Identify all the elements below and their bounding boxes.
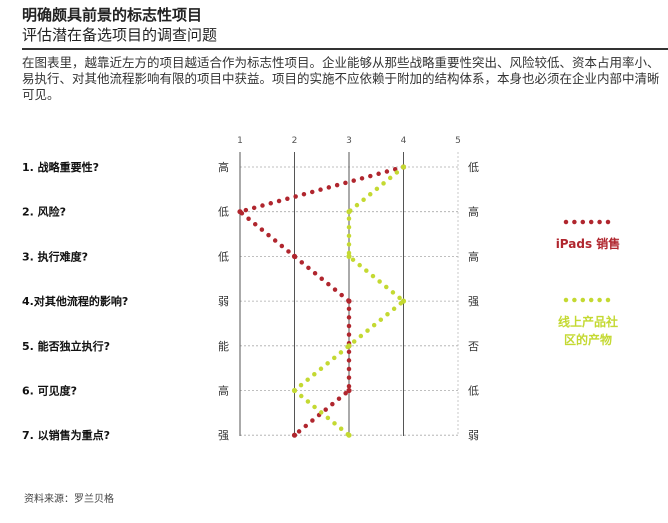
data-point [346,432,352,438]
left-scale-label: 弱 [218,295,229,308]
right-scale-label: 弱 [468,429,479,442]
question-label: 5. 能否独立执行? [22,339,110,353]
page-subtitle: 评估潜在备选项目的调查问题 [22,26,218,44]
x-tick-label: 2 [292,136,298,146]
data-point [400,298,407,304]
data-point [237,209,243,215]
divider [22,48,668,50]
description: 在图表里，越靠近左方的项目越适合作为标志性项目。企业能够从那些战略重要性突出、风… [22,55,660,102]
right-scale-label: 否 [468,340,479,353]
data-point [346,387,352,394]
x-tick-label: 3 [346,136,352,146]
data-point [400,164,407,170]
right-scale-label: 强 [468,295,479,308]
x-tick-label: 4 [401,136,407,146]
right-scale-label: 低 [468,385,479,398]
legend-label: iPads 销售 [556,236,621,251]
data-point [291,387,298,394]
question-label: 7. 以销售为重点? [22,428,110,442]
legend-label: 线上产品社区的产物 [558,314,618,347]
left-scale-label: 高 [218,160,229,174]
x-tick-label: 1 [237,136,243,146]
question-label: 1. 战略重要性? [22,160,99,174]
x-tick-label: 5 [455,136,461,146]
source-note: 资料来源：罗兰贝格 [24,494,114,505]
right-scale-label: 高 [468,249,479,263]
left-scale-label: 高 [218,384,229,398]
question-label: 2. 风险? [22,205,66,219]
data-point [291,253,298,259]
data-point [346,209,352,215]
data-point [291,432,298,438]
left-scale-label: 能 [218,339,229,353]
data-point [346,343,352,349]
left-scale-label: 低 [218,206,229,219]
question-label: 3. 执行难度? [22,249,88,263]
question-label: 6. 可见度? [22,384,77,398]
page-title: 明确颇具前景的标志性项目 [22,6,203,24]
left-scale-label: 强 [218,429,229,442]
data-point [346,298,352,304]
left-scale-label: 低 [218,250,229,263]
right-scale-label: 低 [468,161,479,174]
data-point [346,253,352,259]
right-scale-label: 高 [468,205,479,219]
question-label: 4.对其他流程的影响? [22,294,128,308]
